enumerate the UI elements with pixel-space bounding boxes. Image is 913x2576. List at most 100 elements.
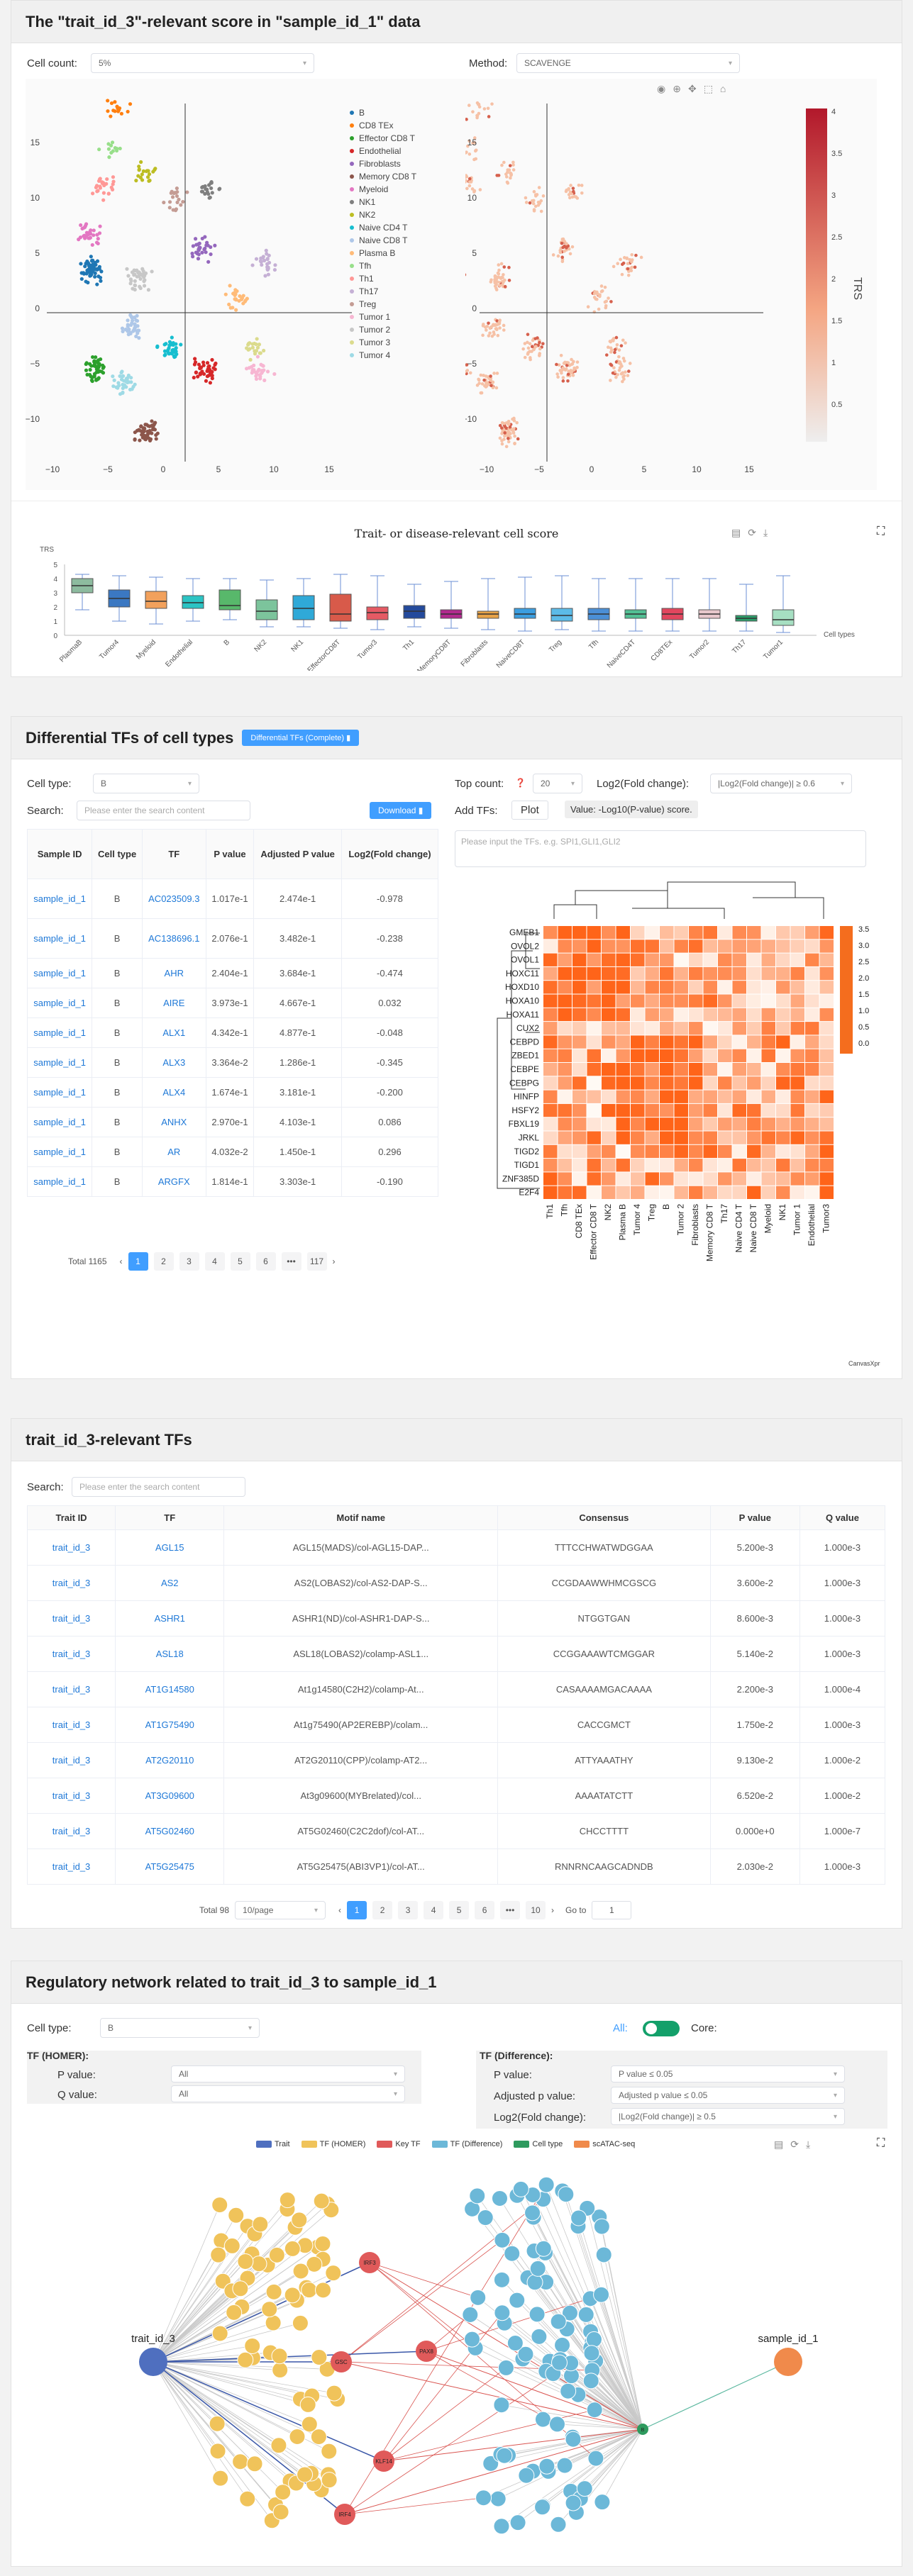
page-button[interactable]: 5 <box>449 1901 470 1919</box>
prev-page-icon[interactable]: ‹ <box>338 1905 342 1915</box>
cell-link[interactable]: AIRE <box>163 998 185 1008</box>
download-icon[interactable]: ⤓ <box>805 2139 811 2150</box>
page-button[interactable]: 6 <box>255 1252 276 1271</box>
search-input[interactable]: Please enter the search content <box>72 1477 245 1497</box>
cell-link[interactable]: AT1G75490 <box>145 1719 194 1730</box>
cell-link[interactable]: ALX3 <box>162 1057 186 1068</box>
page-button[interactable]: 1 <box>128 1252 148 1271</box>
cell-link[interactable]: AS2 <box>160 1578 179 1588</box>
cell-link[interactable]: sample_id_1 <box>33 1087 86 1098</box>
adj-p-select[interactable]: Adjusted p value ≤ 0.05 ▾ <box>611 2087 845 2104</box>
per-page-select[interactable]: 10/page ▾ <box>235 1901 326 1919</box>
legend-item[interactable]: Key TF <box>377 2140 421 2148</box>
page-button[interactable]: 5 <box>230 1252 250 1271</box>
fullscreen-icon[interactable]: ⛶ <box>877 2137 885 2149</box>
cell-link[interactable]: trait_id_3 <box>52 1826 91 1836</box>
next-page-icon[interactable]: › <box>551 1905 555 1915</box>
homer-q-select[interactable]: All ▾ <box>171 2085 405 2102</box>
column-header[interactable]: Sample ID <box>26 829 93 879</box>
refresh-icon[interactable]: ⟳ <box>790 2139 799 2150</box>
page-button[interactable]: 3 <box>179 1252 199 1271</box>
cell-link[interactable]: AGL15 <box>155 1542 184 1553</box>
zoom-icon[interactable]: ⊕ <box>673 83 681 94</box>
cell-count-select[interactable]: 5% ▾ <box>91 53 314 73</box>
column-header[interactable]: P value <box>205 829 255 879</box>
cell-link[interactable]: AR <box>167 1147 181 1157</box>
log2fc-select[interactable]: |Log2(Fold change)| ≥ 0.6 ▾ <box>710 774 852 793</box>
column-header[interactable]: Cell type <box>92 829 143 879</box>
column-header[interactable]: Q value <box>799 1505 886 1530</box>
page-button[interactable]: 2 <box>372 1901 393 1919</box>
page-button[interactable]: 4 <box>204 1252 225 1271</box>
cell-link[interactable]: trait_id_3 <box>52 1719 91 1730</box>
cell-link[interactable]: trait_id_3 <box>52 1684 91 1695</box>
cell-link[interactable]: trait_id_3 <box>52 1649 91 1659</box>
cell-type-select[interactable]: B ▾ <box>100 2018 260 2038</box>
cell-link[interactable]: AT3G09600 <box>145 1790 194 1801</box>
cell-type-select[interactable]: B ▾ <box>93 774 199 793</box>
page-button[interactable]: ••• <box>500 1901 521 1919</box>
help-icon[interactable]: ❓ <box>515 778 526 788</box>
pan-icon[interactable]: ✥ <box>687 83 697 94</box>
cell-link[interactable]: sample_id_1 <box>33 1057 86 1068</box>
cell-link[interactable]: sample_id_1 <box>33 1176 86 1187</box>
legend-item[interactable]: TF (HOMER) <box>301 2140 365 2148</box>
fullscreen-icon[interactable]: ⛶ <box>877 525 885 537</box>
cell-link[interactable]: sample_id_1 <box>33 933 86 944</box>
column-header[interactable]: Motif name <box>223 1505 499 1530</box>
tf-input-textarea[interactable]: Please input the TFs. e.g. SPI1,GLI1,GLI… <box>455 830 866 867</box>
cell-link[interactable]: trait_id_3 <box>52 1542 91 1553</box>
prev-page-icon[interactable]: ‹ <box>119 1256 123 1266</box>
column-header[interactable]: TF <box>141 829 206 879</box>
cell-link[interactable]: ASHR1 <box>154 1613 185 1624</box>
camera-icon[interactable]: ◉ <box>657 83 666 94</box>
cell-link[interactable]: ANHX <box>161 1117 187 1127</box>
cell-link[interactable]: trait_id_3 <box>52 1613 91 1624</box>
table-icon[interactable]: ▤ <box>774 2139 784 2150</box>
cell-link[interactable]: trait_id_3 <box>52 1755 91 1766</box>
cell-link[interactable]: trait_id_3 <box>52 1578 91 1588</box>
method-select[interactable]: SCAVENGE ▾ <box>516 53 740 73</box>
cell-link[interactable]: ASL18 <box>155 1649 184 1659</box>
cell-link[interactable]: trait_id_3 <box>52 1790 91 1801</box>
fc-select[interactable]: |Log2(Fold change)| ≥ 0.5 ▾ <box>611 2108 845 2125</box>
column-header[interactable]: Adjusted P value <box>253 829 342 879</box>
cell-link[interactable]: ALX1 <box>162 1027 186 1038</box>
cell-link[interactable]: ALX4 <box>162 1087 186 1098</box>
cell-link[interactable]: trait_id_3 <box>52 1861 91 1872</box>
homer-p-select[interactable]: All ▾ <box>171 2065 405 2082</box>
top-count-select[interactable]: 20 ▾ <box>533 774 582 793</box>
differential-tfs-heatmap[interactable]: GMEB1OVOL2OVOL1HOXC11HOXD10HOXA10HOXA11C… <box>455 876 880 1373</box>
page-button[interactable]: 1 <box>347 1901 367 1919</box>
page-button[interactable]: ••• <box>281 1252 301 1271</box>
cell-link[interactable]: sample_id_1 <box>33 893 86 904</box>
table-icon[interactable]: ▤ <box>731 527 741 538</box>
cell-link[interactable]: AHR <box>164 968 184 978</box>
plot-button[interactable]: Plot <box>511 801 548 820</box>
page-button[interactable]: 2 <box>153 1252 174 1271</box>
page-button[interactable]: 6 <box>475 1901 495 1919</box>
cell-link[interactable]: sample_id_1 <box>33 1027 86 1038</box>
page-button[interactable]: 4 <box>424 1901 444 1919</box>
cell-link[interactable]: AC138696.1 <box>148 933 200 944</box>
page-button[interactable]: 3 <box>398 1901 419 1919</box>
cell-link[interactable]: sample_id_1 <box>33 1147 86 1157</box>
box-select-icon[interactable]: ⬚ <box>703 83 713 94</box>
column-header[interactable]: Trait ID <box>26 1505 116 1530</box>
legend-item[interactable]: scATAC-seq <box>574 2140 635 2148</box>
download-icon[interactable]: ⤓ <box>763 527 768 538</box>
search-input[interactable]: Please enter the search content <box>77 801 250 820</box>
differential-tfs-complete-button[interactable]: Differential TFs (Complete) ▮ <box>242 730 360 746</box>
cell-link[interactable]: sample_id_1 <box>33 968 86 978</box>
column-header[interactable]: P value <box>709 1505 800 1530</box>
download-button[interactable]: Download ▮ <box>370 802 432 819</box>
refresh-icon[interactable]: ⟳ <box>748 527 756 538</box>
next-page-icon[interactable]: › <box>332 1256 336 1266</box>
legend-item[interactable]: TF (Difference) <box>431 2140 502 2148</box>
cell-link[interactable]: AT5G25475 <box>145 1861 194 1872</box>
cell-link[interactable]: AC023509.3 <box>148 893 200 904</box>
diff-p-select[interactable]: P value ≤ 0.05 ▾ <box>611 2065 845 2082</box>
